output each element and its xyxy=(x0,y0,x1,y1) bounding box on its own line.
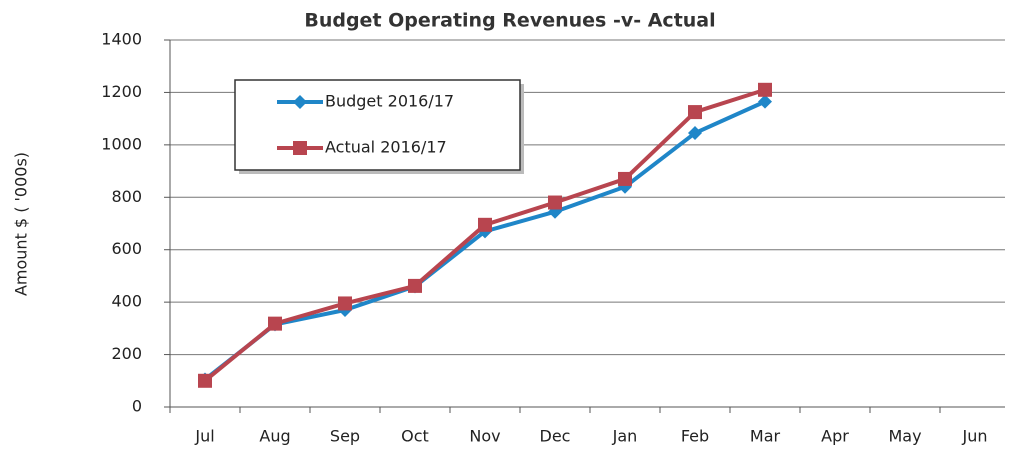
x-tick-label: Feb xyxy=(681,427,709,446)
y-tick-label: 1000 xyxy=(101,134,142,153)
y-tick-label: 800 xyxy=(111,187,142,206)
x-tick-label: Mar xyxy=(750,427,781,446)
square-marker xyxy=(548,195,562,210)
legend-box xyxy=(234,79,521,171)
y-tick-label: 400 xyxy=(111,292,142,311)
x-tick-label: Apr xyxy=(821,427,849,446)
x-tick-label: May xyxy=(888,427,921,446)
x-tick-label: Sep xyxy=(330,427,360,446)
y-axis-label: Amount $ ( '000s) xyxy=(12,152,31,296)
square-marker xyxy=(293,141,307,155)
square-marker xyxy=(758,82,772,97)
square-marker xyxy=(338,296,352,311)
x-tick-label: Jun xyxy=(962,427,988,446)
diamond-marker xyxy=(758,94,772,109)
square-marker xyxy=(198,373,212,388)
x-tick-label: Oct xyxy=(401,427,429,446)
y-tick-label: 1400 xyxy=(101,30,142,49)
square-marker xyxy=(268,316,282,331)
x-tick-label: Nov xyxy=(469,427,500,446)
y-tick-label: 600 xyxy=(111,239,142,258)
diamond-marker xyxy=(688,126,702,141)
x-tick-label: Aug xyxy=(259,427,290,446)
legend-label: Actual 2016/17 xyxy=(325,138,447,157)
x-tick-label: Dec xyxy=(540,427,571,446)
x-tick-label: Jan xyxy=(612,427,638,446)
y-tick-label: 200 xyxy=(111,344,142,363)
legend-label: Budget 2016/17 xyxy=(325,92,454,111)
y-tick-label: 1200 xyxy=(101,82,142,101)
x-tick-label: Jul xyxy=(194,427,214,446)
chart-title: Budget Operating Revenues -v- Actual xyxy=(304,10,715,32)
square-marker xyxy=(618,171,632,186)
diamond-marker xyxy=(293,95,307,109)
square-marker xyxy=(688,105,702,120)
square-marker xyxy=(408,278,422,293)
y-tick-label: 0 xyxy=(132,397,142,416)
square-marker xyxy=(478,217,492,232)
